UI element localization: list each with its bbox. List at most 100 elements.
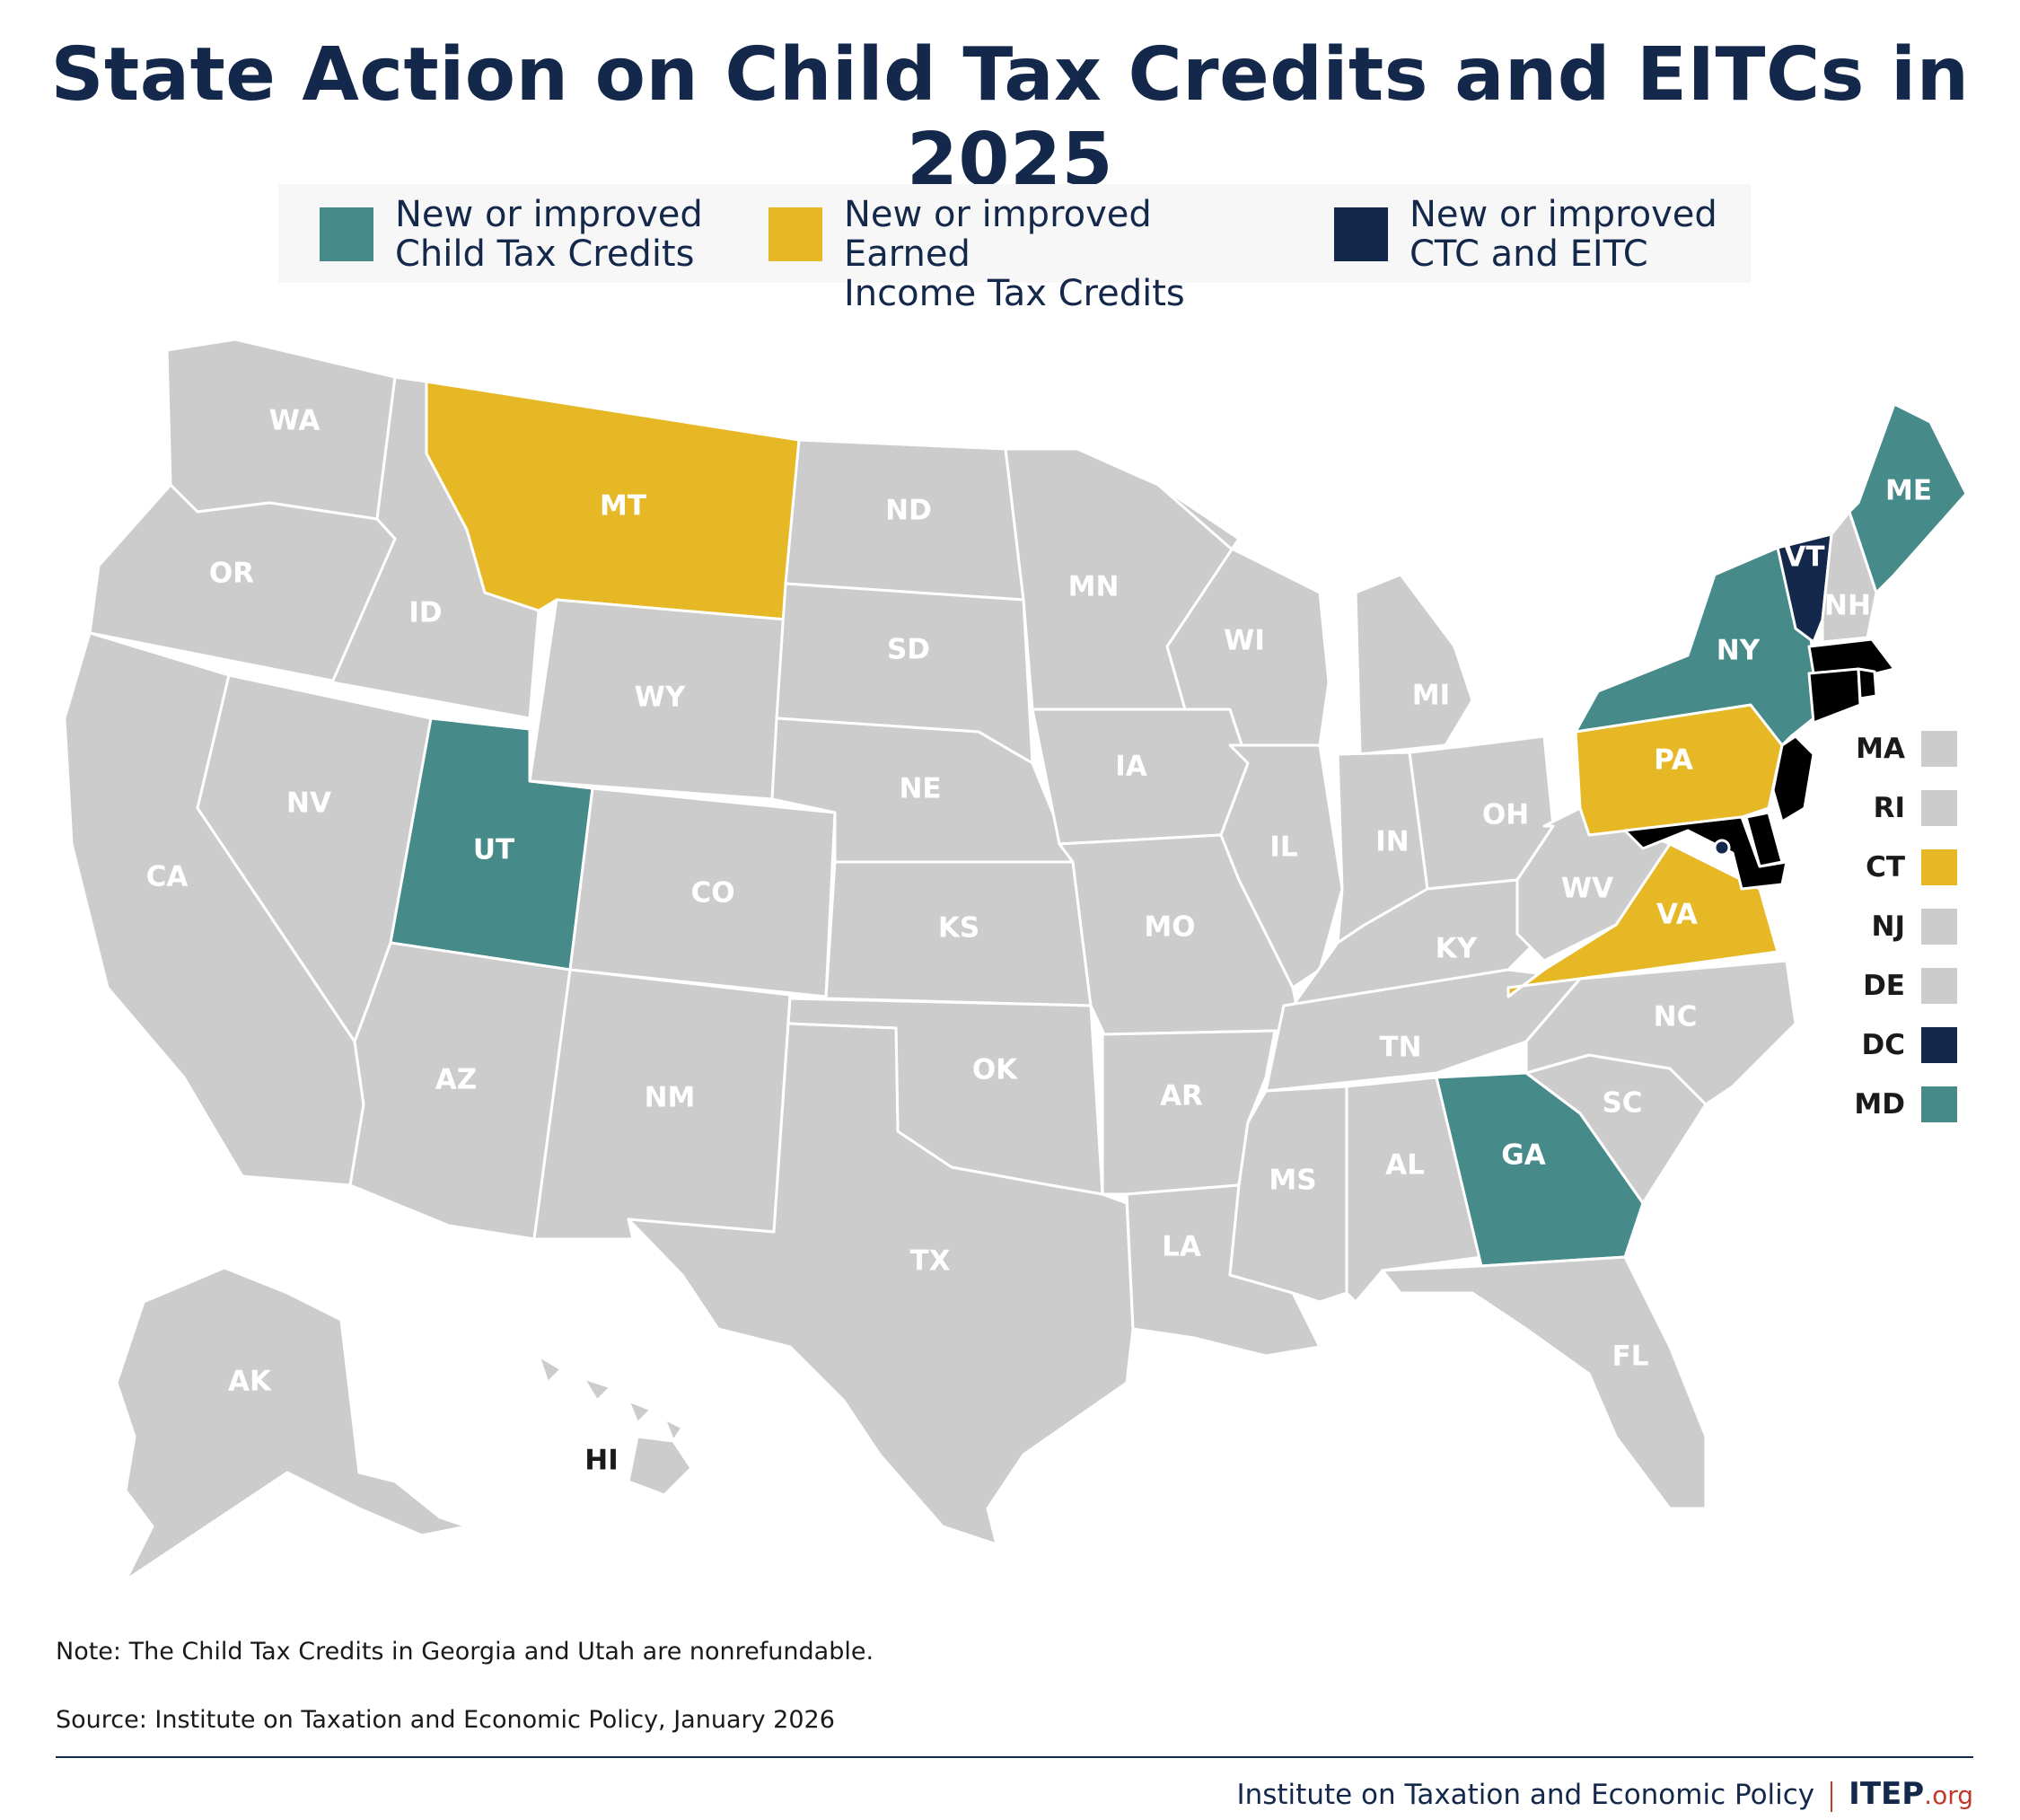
state-me: [1848, 402, 1968, 594]
label-ky: KY: [1436, 933, 1478, 965]
small-state-row: DE: [1831, 966, 1957, 1007]
legend-swatch-both: [1334, 207, 1388, 261]
label-la: LA: [1162, 1231, 1201, 1263]
label-wa: WA: [269, 405, 321, 437]
label-sd: SD: [887, 634, 930, 666]
state-tx: [627, 1022, 1135, 1546]
small-state-row: DC: [1831, 1025, 1957, 1067]
state-vt: [1776, 532, 1833, 644]
label-mo: MO: [1144, 911, 1195, 944]
small-state-label: CT: [1866, 851, 1905, 884]
label-nv: NV: [286, 787, 331, 820]
footer-separator: [1831, 1780, 1833, 1812]
legend-eitc-line1: New or improved Earned: [844, 194, 1152, 275]
legend-ctc-line2: Child Tax Credits: [395, 233, 695, 275]
label-va: VA: [1656, 899, 1698, 931]
label-nh: NH: [1824, 590, 1871, 622]
label-ca: CA: [146, 861, 189, 893]
state-hi: [537, 1354, 693, 1497]
footer-divider: [56, 1756, 1973, 1758]
small-state-row: CT: [1831, 848, 1957, 889]
legend-both-line2: CTC and EITC: [1410, 233, 1648, 275]
small-state-label: RI: [1873, 792, 1905, 824]
legend-item-both: New or improved CTC and EITC: [1334, 195, 1729, 274]
state-nj: [1771, 734, 1815, 823]
label-or: OR: [209, 558, 254, 590]
chart-title: State Action on Child Tax Credits and EI…: [50, 32, 1970, 203]
label-sc: SC: [1602, 1087, 1642, 1120]
small-state-swatch: [1921, 849, 1957, 885]
label-ak: AK: [228, 1366, 272, 1398]
state-labels: WA OR CA ID NV MT WY UT AZ CO NM ND SD N…: [146, 405, 1932, 1477]
label-wv: WV: [1561, 873, 1613, 905]
label-fl: FL: [1612, 1341, 1649, 1373]
label-vt: VT: [1784, 541, 1824, 574]
legend: New or improved Child Tax Credits New or…: [278, 184, 1751, 313]
label-ia: IA: [1115, 751, 1147, 783]
label-wi: WI: [1224, 625, 1265, 657]
state-dc: [1713, 839, 1731, 857]
label-hi: HI: [584, 1445, 618, 1477]
state-mi: [1354, 573, 1474, 756]
label-mn: MN: [1068, 571, 1120, 603]
label-tn: TN: [1379, 1032, 1421, 1064]
state-fl: [1381, 1255, 1708, 1510]
small-state-label: DE: [1863, 970, 1905, 1002]
label-mi: MI: [1412, 680, 1450, 712]
footer: Institute on Taxation and Economic Polic…: [1236, 1776, 1973, 1812]
small-state-label: NJ: [1871, 910, 1905, 943]
itep-logo: ITEP: [1849, 1776, 1925, 1812]
small-state-row: RI: [1831, 788, 1957, 830]
state-ak: [115, 1266, 469, 1582]
legend-item-ctc: New or improved Child Tax Credits: [320, 195, 715, 274]
state-il: [1219, 743, 1344, 989]
label-wy: WY: [635, 681, 686, 714]
label-ok: OK: [972, 1054, 1018, 1086]
label-id: ID: [408, 597, 442, 629]
state-md: [1623, 815, 1788, 891]
small-state-swatch: [1921, 909, 1957, 945]
small-state-swatch: [1921, 790, 1957, 826]
small-state-row: MD: [1831, 1085, 1957, 1126]
state-ct: [1807, 667, 1862, 725]
label-al: AL: [1385, 1149, 1425, 1182]
label-nm: NM: [645, 1082, 696, 1114]
small-state-swatch: [1921, 1027, 1957, 1063]
label-ms: MS: [1269, 1165, 1316, 1197]
legend-item-eitc: New or improved Earned Income Tax Credit…: [768, 195, 1199, 313]
small-state-row: NJ: [1831, 907, 1957, 948]
label-pa: PA: [1654, 744, 1693, 777]
small-state-swatch: [1921, 1086, 1957, 1122]
label-nc: NC: [1654, 1001, 1698, 1033]
label-in: IN: [1375, 826, 1409, 858]
label-tx: TX: [909, 1245, 950, 1278]
label-ne: NE: [899, 773, 941, 805]
legend-eitc-line2: Income Tax Credits: [844, 273, 1185, 314]
label-ks: KS: [938, 912, 979, 945]
itep-logo-suffix: .org: [1924, 1780, 1973, 1810]
small-state-swatch: [1921, 968, 1957, 1004]
legend-ctc-line1: New or improved: [395, 194, 703, 235]
legend-both-line1: New or improved: [1410, 194, 1717, 235]
legend-swatch-eitc: [768, 207, 822, 261]
label-il: IL: [1269, 831, 1297, 864]
label-nd: ND: [885, 495, 932, 527]
label-az: AZ: [435, 1064, 477, 1096]
footer-org-name: Institute on Taxation and Economic Polic…: [1236, 1779, 1815, 1811]
state-ma: [1807, 637, 1896, 675]
small-state-label: MD: [1854, 1088, 1905, 1121]
label-me: ME: [1885, 475, 1932, 507]
footnote: Note: The Child Tax Credits in Georgia a…: [56, 1638, 874, 1666]
label-mt: MT: [600, 490, 646, 523]
legend-swatch-ctc: [320, 207, 373, 261]
small-state-label: DC: [1861, 1029, 1905, 1061]
source-note: Source: Institute on Taxation and Econom…: [56, 1706, 835, 1734]
label-ny: NY: [1717, 635, 1761, 667]
small-state-row: MA: [1831, 729, 1957, 770]
label-co: CO: [690, 877, 734, 910]
label-ar: AR: [1160, 1080, 1203, 1112]
label-ut: UT: [473, 834, 514, 866]
state-nc: [1524, 959, 1797, 1106]
